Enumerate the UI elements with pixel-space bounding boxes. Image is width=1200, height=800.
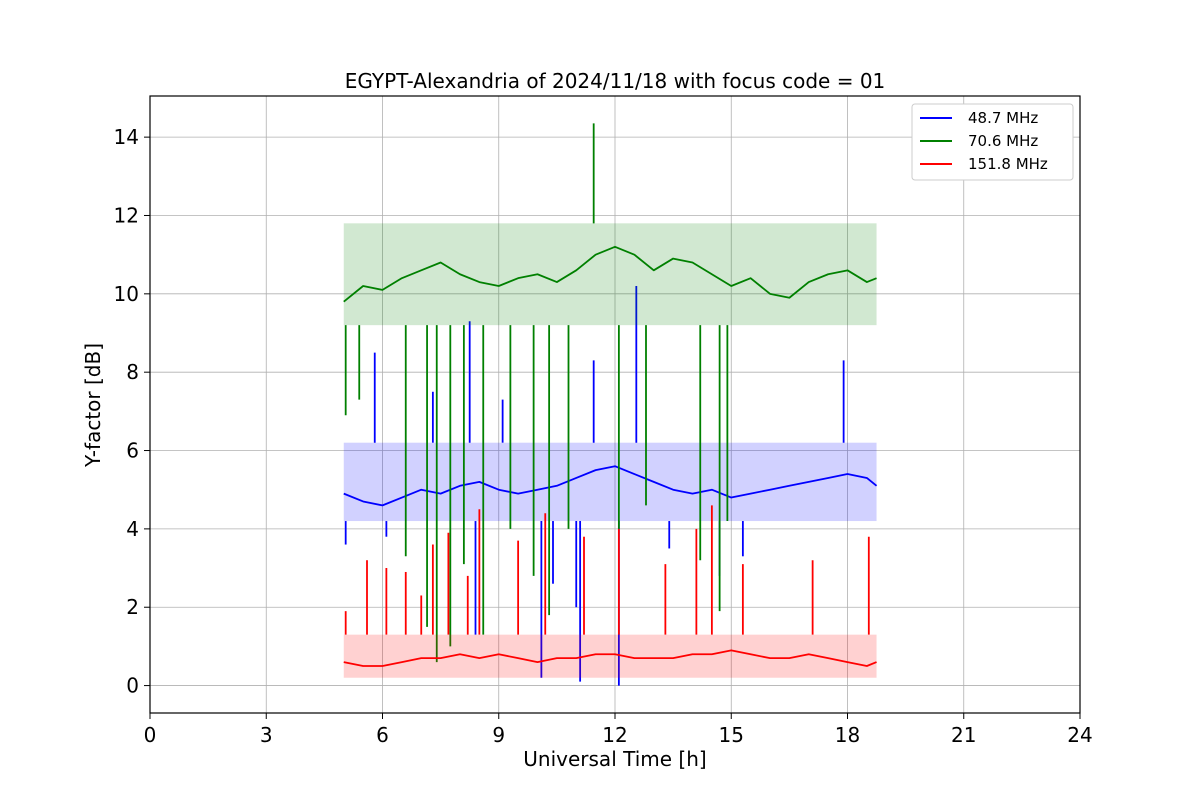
x-tick-label: 3 [260,723,273,747]
x-tick-label: 18 [835,723,860,747]
x-tick-label: 0 [144,723,157,747]
chart-title: EGYPT-Alexandria of 2024/11/18 with focu… [345,69,886,93]
y-tick-label: 4 [126,517,139,541]
legend: 48.7 MHz 70.6 MHz 151.8 MHz [911,103,1074,181]
legend-label: 151.8 MHz [968,155,1048,173]
y-tick-label: 0 [126,674,139,698]
y-tick-label: 8 [126,360,139,384]
x-axis-label: Universal Time [h] [523,747,706,771]
y-tick-label: 2 [126,595,139,619]
series-1 [343,285,878,686]
series-3 [343,505,877,678]
y-axis-label: Y-factor [dB] [81,343,105,468]
series-layer [343,123,878,686]
x-tick-label: 9 [492,723,505,747]
y-tick-label: 6 [126,439,139,463]
y-tick-label: 10 [114,282,139,306]
x-tick-label: 12 [602,723,627,747]
series-2-line [343,245,877,303]
x-tick-label: 15 [719,723,744,747]
legend-box [911,103,1074,181]
series-2-variation-band [343,223,877,326]
legend-label: 48.7 MHz [968,109,1038,127]
series-1-variation-band [343,442,877,522]
x-tick-label: 6 [376,723,389,747]
y-tick-label: 14 [114,125,139,149]
y-tick-label: 12 [114,203,139,227]
series-3-line [343,649,877,667]
series-1-line [343,465,878,507]
series-3-variation-band [343,634,877,678]
series-2 [343,123,877,663]
x-tick-label: 21 [951,723,976,747]
x-tick-label: 24 [1067,723,1092,747]
legend-label: 70.6 MHz [968,132,1038,150]
